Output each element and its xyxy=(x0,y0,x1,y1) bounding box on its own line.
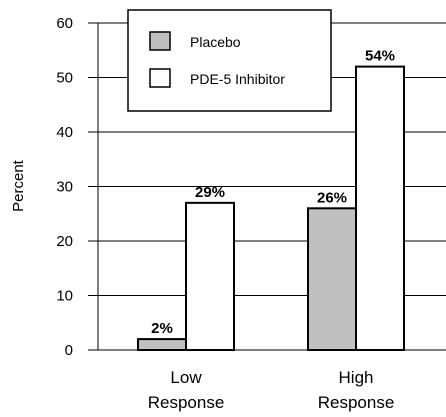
legend: Placebo PDE-5 Inhibitor xyxy=(127,9,332,112)
category-labels: Low Response High Response xyxy=(148,368,395,412)
category-label: Response xyxy=(318,393,395,412)
data-label: 54% xyxy=(365,48,395,65)
legend-label: Placebo xyxy=(190,34,241,50)
data-label: 2% xyxy=(151,320,173,337)
y-tick-labels: 0 10 20 30 40 50 60 xyxy=(56,15,73,359)
data-label: 29% xyxy=(195,184,225,201)
y-tick-label: 40 xyxy=(56,124,73,141)
y-tick-label: 10 xyxy=(56,288,73,305)
legend-swatch xyxy=(149,68,171,88)
bar-pde-5-inhibitor-1 xyxy=(355,65,405,351)
y-tick-label: 20 xyxy=(56,233,73,250)
y-axis-label: Percent xyxy=(10,159,27,212)
bar-pde-5-inhibitor-0 xyxy=(185,201,235,351)
legend-label: PDE-5 Inhibitor xyxy=(190,71,285,87)
category-label: High xyxy=(339,368,374,387)
bar-placebo-1 xyxy=(307,207,357,351)
y-tick-label: 0 xyxy=(65,342,73,359)
data-label: 26% xyxy=(317,189,347,206)
legend-swatch xyxy=(149,31,171,51)
category-label: Low xyxy=(170,368,202,387)
y-tick-label: 50 xyxy=(56,70,73,87)
bar-placebo-0 xyxy=(137,338,187,352)
category-label: Response xyxy=(148,393,225,412)
y-tick-label: 30 xyxy=(56,179,73,196)
legend-box xyxy=(127,9,332,112)
y-tick-label: 60 xyxy=(56,15,73,32)
bars xyxy=(137,65,405,352)
data-labels: 2% 26% 29% 54% xyxy=(151,48,395,338)
